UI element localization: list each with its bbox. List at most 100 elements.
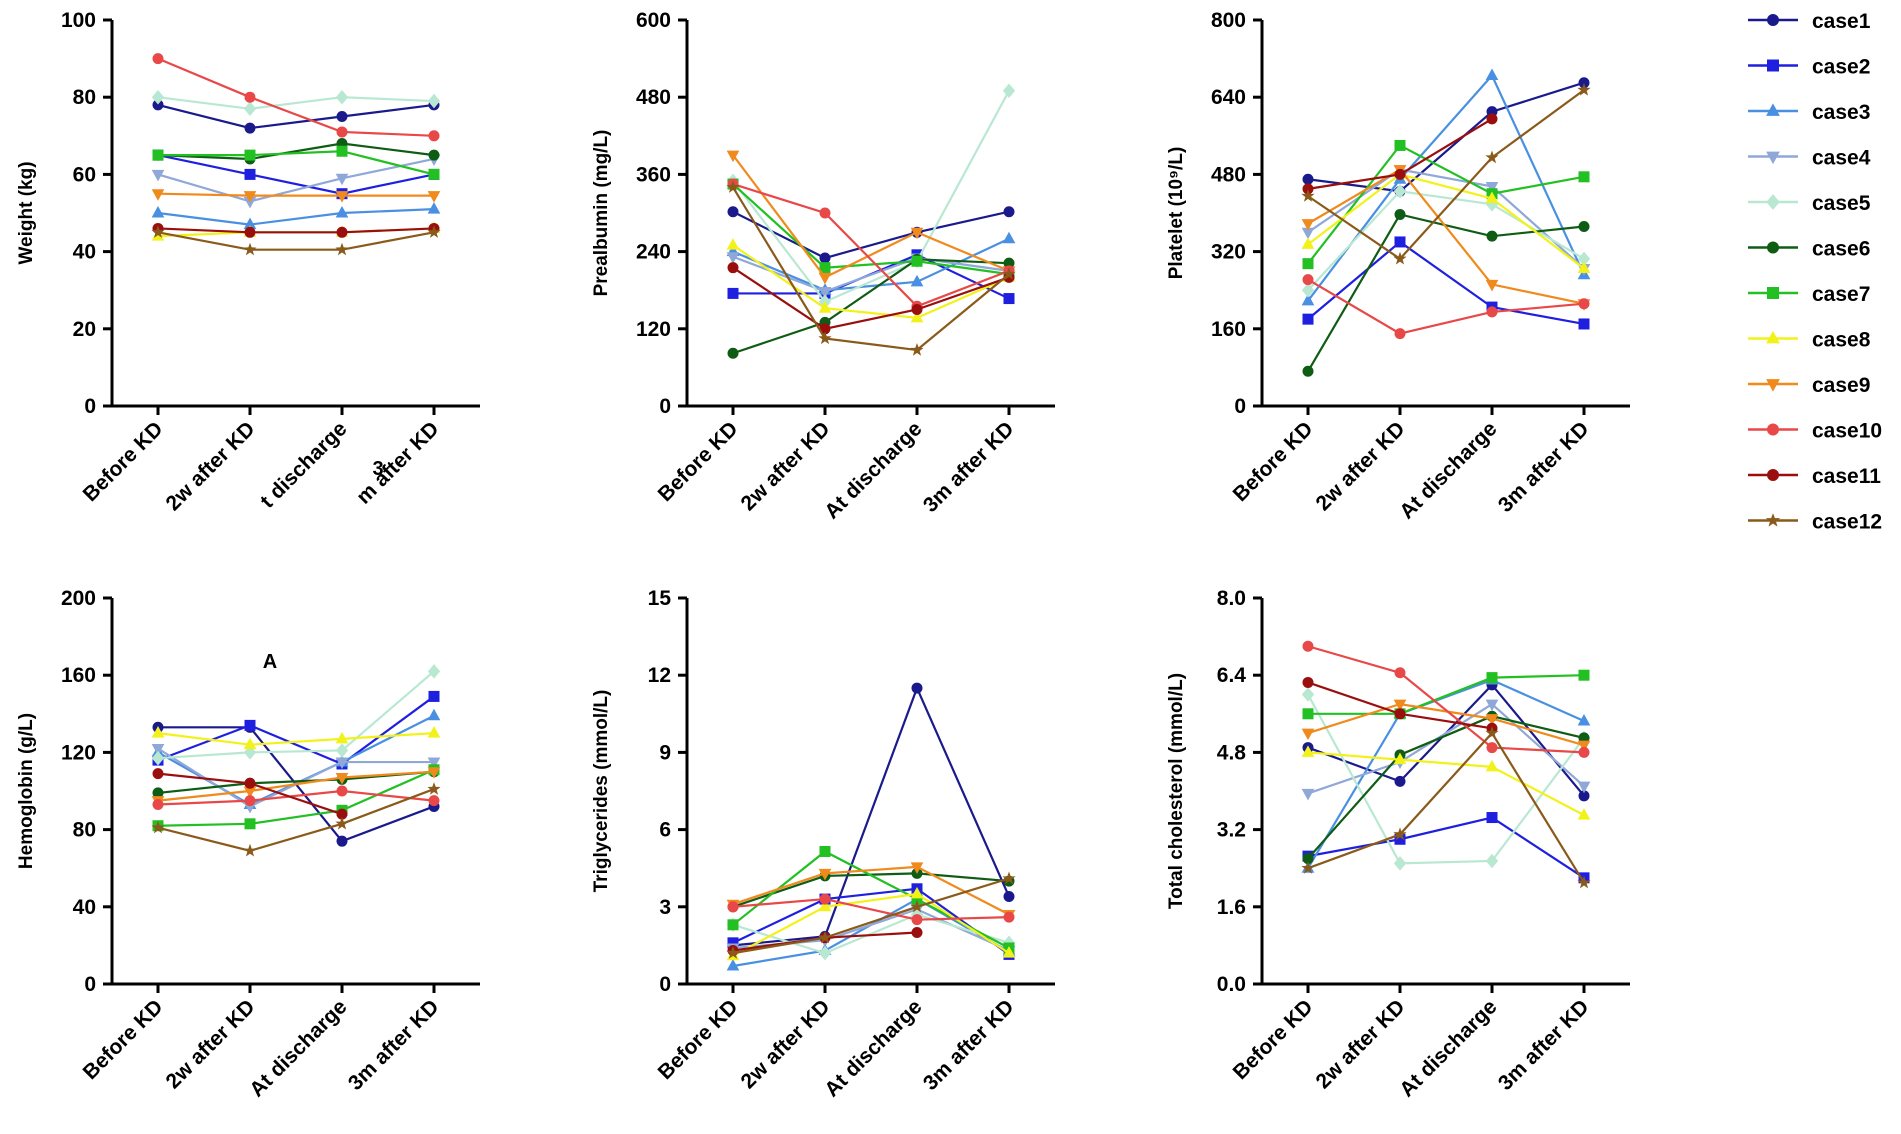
data-point-case7 [336,145,348,157]
y-axis-title: Total cholesterol (mmol/L) [1166,673,1187,909]
data-point-case5 [151,89,165,105]
data-point-case1 [1003,891,1015,903]
data-point-case2 [1003,293,1015,305]
data-point-case6 [1578,221,1590,233]
data-point-case1 [819,252,831,264]
series-line-case9 [157,192,434,197]
data-point-case6 [727,347,739,359]
data-point-case8 [818,301,832,313]
y-tick-label: 0 [84,395,96,418]
y-tick-label: 3.2 [1217,819,1246,842]
series-line-case3 [1307,73,1585,302]
series-line-case5 [157,96,435,110]
series-line-case1 [732,685,1011,947]
data-point-case12 [818,930,832,944]
data-point-case8 [818,899,832,912]
series-line-case7 [1308,674,1585,715]
series-case10 [152,53,440,142]
data-point-case3 [335,205,349,218]
y-tick-label: 320 [1211,241,1246,264]
y-tick-label: 0 [84,973,96,996]
data-point-case5 [1485,853,1499,869]
legend-item-case12: case12 [1748,511,1882,534]
data-point-case3 [726,958,740,971]
data-point-case11 [727,262,739,274]
y-axis-title: Prealbumin (mg/L) [591,130,612,297]
x-category-label: 3m after KD [344,995,444,1095]
legend-label: case6 [1812,238,1870,261]
data-point-case2 [727,287,739,299]
series-line-case7 [732,183,1010,276]
y-axis-title: Weight (kg) [16,161,37,264]
legend-label: case7 [1812,283,1870,306]
data-point-case7 [152,149,164,161]
data-point-case1 [1302,173,1314,185]
legend-label: case3 [1812,101,1870,124]
data-point-case6 [428,149,440,161]
legend: case1 case2 case3 case4 case5 case6 case7 case8… [1748,10,1882,534]
series-case12 [726,871,1016,959]
data-point-case1 [1394,775,1406,787]
legend-label: case5 [1812,192,1871,215]
series-line-case12 [732,186,1010,352]
legend-marker [1766,103,1780,116]
data-point-case3 [427,708,441,721]
series-case1 [727,206,1015,264]
panel-annotation: A [263,651,277,673]
series-line-case8 [157,732,435,746]
series-line-case3 [1307,678,1585,869]
data-point-case10 [336,126,348,138]
x-category-label: 3m after KD [919,417,1019,517]
series-line-case1 [732,210,1010,260]
data-point-case7 [1578,171,1590,183]
x-category-label: 3m after KD [1494,995,1594,1095]
y-tick-label: 3 [659,896,671,919]
series-line-case6 [732,258,1010,355]
data-point-case4 [1577,781,1591,794]
legend-marker [1767,14,1779,26]
legend-item-case9: case9 [1748,374,1870,397]
series-line-case4 [732,255,1010,293]
series-case12 [151,225,441,256]
series-case11 [1302,113,1498,195]
data-point-case9 [1301,219,1315,231]
data-point-case12 [726,180,740,193]
series-line-case5 [732,913,1010,955]
data-point-case9 [243,191,257,203]
data-point-case7 [819,262,831,274]
data-point-case8 [910,310,924,323]
series-line-case8 [732,244,1010,319]
series-line-case4 [157,157,435,203]
data-point-case8 [335,731,349,744]
data-point-case11 [152,768,164,780]
legend-label: case4 [1812,147,1871,170]
data-point-case10 [1003,911,1015,923]
data-point-case9 [335,772,349,785]
x-category-label: At discharge [245,995,351,1101]
series-case9 [726,150,1016,285]
data-point-case4 [151,744,165,756]
data-point-case9 [726,150,740,163]
data-point-case11 [911,927,923,939]
data-point-case5 [818,945,832,961]
legend-label: case12 [1812,511,1882,534]
data-point-case7 [1302,258,1314,270]
series-line-case12 [732,877,1010,955]
series-case10 [152,785,440,811]
series-line-case12 [1307,731,1585,884]
data-point-case9 [1485,714,1499,726]
data-point-case4 [818,286,832,299]
series-case3 [1301,672,1591,873]
series-line-case9 [732,154,1010,279]
data-point-case9 [1485,279,1499,292]
y-tick-label: 240 [636,241,671,264]
data-point-case10 [1578,746,1590,758]
series-line-case10 [157,57,435,137]
y-tick-label: 9 [659,741,671,764]
x-category-label: 3m after KD [919,995,1019,1095]
